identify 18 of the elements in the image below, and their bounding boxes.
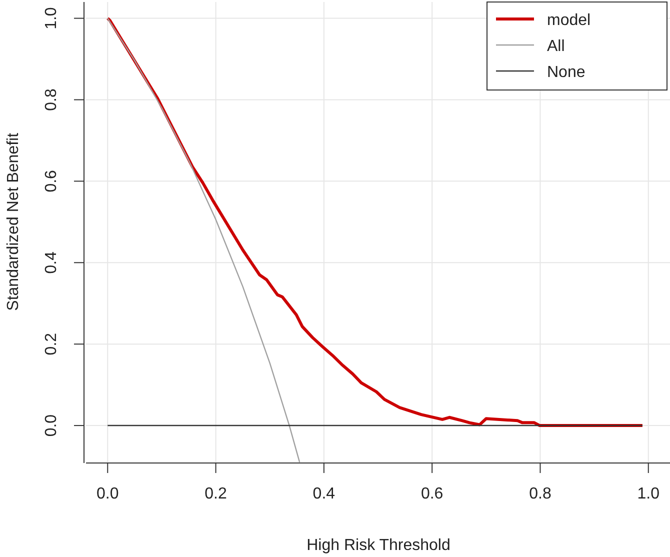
x-tick-label: 0.2 [204, 485, 227, 502]
legend-label: None [547, 64, 586, 81]
legend-label: All [547, 38, 565, 55]
x-tick-label: 0.6 [420, 485, 444, 502]
x-tick-label: 0.8 [529, 485, 552, 502]
y-tick-label: 0.0 [43, 414, 60, 437]
y-tick-label: 0.4 [43, 251, 60, 274]
line-series [107, 18, 300, 463]
x-axis-title: High Risk Threshold [306, 537, 450, 554]
y-tick-label: 0.8 [43, 88, 60, 111]
y-tick-label: 0.2 [43, 332, 60, 356]
y-axis-title: Standardized Net Benefit [5, 132, 22, 311]
y-tick-label: 1.0 [43, 7, 60, 30]
x-tick-label: 0.4 [312, 485, 336, 502]
x-tick-label: 0.0 [96, 485, 119, 502]
x-tick-label: 1.0 [637, 485, 660, 502]
legend-label: model [547, 12, 591, 29]
y-tick-label: 0.6 [43, 170, 60, 192]
